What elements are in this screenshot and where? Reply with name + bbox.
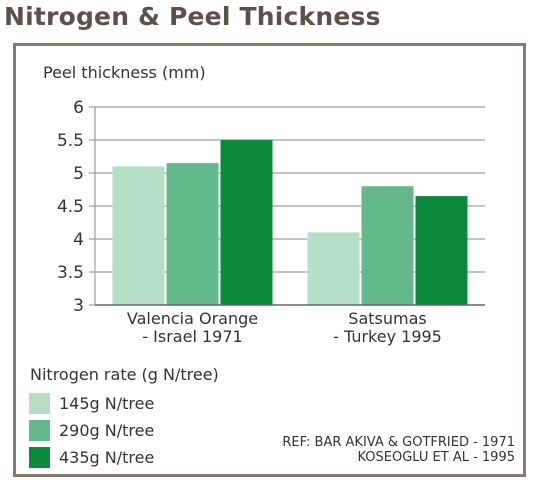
legend: 145g N/tree 290g N/tree 435g N/tree (29, 391, 154, 472)
reference-line-1: REF: BAR AKIVA & GOTFRIED - 1971 (282, 435, 515, 450)
y-tick-label-3: 4.5 (57, 197, 84, 217)
y-tick-label-4: 5 (73, 164, 84, 184)
legend-label-145: 145g N/tree (59, 393, 155, 413)
y-tick-label-5: 5.5 (57, 131, 84, 151)
bar-cat1-series0 (307, 232, 360, 305)
x-tick-label-0-line1: - Israel 1971 (142, 327, 242, 346)
x-tick-label-0-line0: Valencia Orange (127, 309, 258, 328)
bar-cat0-series0 (112, 166, 165, 305)
legend-title: Nitrogen rate (g N/tree) (30, 365, 219, 384)
y-axis-label: Peel thickness (mm) (43, 63, 206, 82)
legend-swatch-435 (29, 446, 50, 468)
legend-label-290: 290g N/tree (59, 420, 155, 440)
legend-item-435: 435g N/tree (29, 445, 154, 469)
bar-cat0-series2 (220, 140, 273, 305)
reference-line-2: KOSEOGLU ET AL - 1995 (357, 450, 515, 465)
x-tick-label-1-line0: Satsumas (348, 309, 426, 328)
legend-item-290: 290g N/tree (29, 418, 154, 442)
page-title: Nitrogen & Peel Thickness (4, 2, 381, 31)
reference-note: REF: BAR AKIVA & GOTFRIED - 1971 KOSEOGL… (282, 435, 515, 465)
legend-swatch-145 (29, 392, 50, 414)
legend-label-435: 435g N/tree (59, 447, 155, 467)
y-tick-label-1: 3.5 (57, 263, 84, 283)
x-tick-label-1-line1: - Turkey 1995 (333, 327, 442, 346)
bar-cat0-series1 (166, 163, 219, 305)
y-tick-label-0: 3 (73, 296, 84, 316)
legend-swatch-290 (29, 419, 50, 441)
y-tick-label-6: 6 (73, 98, 84, 118)
bar-cat1-series2 (415, 196, 468, 305)
legend-item-145: 145g N/tree (29, 391, 154, 415)
bar-cat1-series1 (361, 186, 414, 305)
y-tick-label-2: 4 (73, 230, 84, 250)
